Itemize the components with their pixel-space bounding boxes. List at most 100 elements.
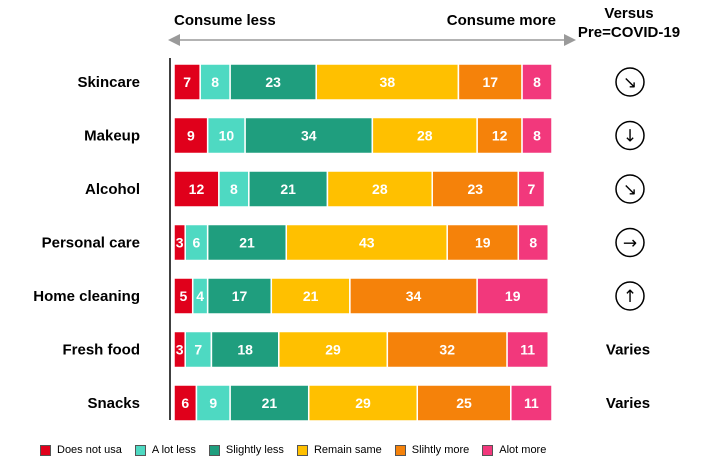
- arrow-right-icon: [615, 227, 645, 258]
- versus-text-snacks: Varies: [606, 395, 650, 412]
- bar-value-label: 8: [529, 235, 537, 251]
- legend-item: A lot less: [134, 444, 196, 456]
- legend: Does not usa A lot less Slightly less Remai…: [40, 442, 559, 458]
- category-label-personal-care: Personal care: [42, 235, 140, 252]
- bar-segment-home-cleaning-4: [349, 277, 478, 315]
- consume-more-arrowhead-icon: [564, 34, 576, 46]
- legend-item: Slihtly more: [394, 444, 470, 456]
- bar-value-label: 12: [189, 181, 205, 197]
- legend-swatch: [40, 444, 51, 456]
- category-label-alcohol: Alcohol: [85, 181, 140, 198]
- bar-segment-makeup-1: [206, 116, 246, 155]
- bar-value-label: 7: [528, 181, 536, 197]
- bar-segment-home-cleaning-2: [206, 277, 273, 315]
- category-label-fresh-food: Fresh food: [63, 342, 141, 359]
- bar-segment-fresh-food-3: [278, 330, 389, 369]
- arrow-down-icon: [615, 120, 645, 151]
- legend-label: Remain same: [313, 444, 382, 456]
- consume-more-label: Consume more: [446, 12, 556, 29]
- legend-swatch: [482, 444, 494, 456]
- bar-value-label: 21: [303, 288, 319, 304]
- bar-value-label: 43: [359, 235, 375, 251]
- bar-value-label: 21: [280, 181, 296, 197]
- bar-value-label: 29: [355, 395, 371, 411]
- bar-segment-skincare-4: [457, 63, 523, 101]
- versus-label-line2: Pre=COVID-19: [577, 24, 681, 41]
- bar-value-label: 28: [417, 128, 433, 144]
- legend-label: Slightly less: [225, 444, 284, 456]
- bar-value-label: 34: [301, 128, 317, 144]
- legend-swatch: [134, 444, 146, 456]
- bar-segment-snacks-3: [307, 384, 419, 422]
- legend-swatch: [208, 444, 220, 456]
- legend-item: Alot more: [482, 444, 546, 456]
- bar-value-label: 4: [196, 288, 204, 304]
- category-label-makeup: Makeup: [84, 128, 140, 145]
- bar-segment-snacks-2: [229, 384, 310, 422]
- legend-swatch: [394, 444, 406, 456]
- legend-item: Slightly less: [208, 444, 284, 456]
- bar-value-label: 10: [219, 128, 235, 144]
- bar-segment-home-cleaning-5: [476, 277, 550, 315]
- legend-item: Does not usa: [40, 444, 122, 456]
- bar-segment-makeup-5: [521, 116, 553, 155]
- bar-value-label: 23: [467, 181, 483, 197]
- bar-value-label: 11: [520, 342, 535, 358]
- bar-value-label: 19: [475, 235, 491, 251]
- legend-label: Does not usa: [57, 444, 122, 456]
- legend-label: Slihtly more: [411, 444, 470, 456]
- arrow-down-right-icon: [615, 67, 645, 97]
- legend-item: Remain same: [296, 444, 382, 456]
- bar-segment-alcohol-5: [517, 170, 546, 208]
- bar-value-label: 3: [176, 235, 184, 251]
- bar-value-label: 38: [380, 74, 396, 90]
- versus-label-line1: Versus: [604, 5, 654, 22]
- bar-value-label: 34: [406, 288, 422, 304]
- bar-value-label: 17: [232, 288, 248, 304]
- bar-segment-skincare-5: [521, 63, 553, 101]
- arrow-down-right-icon-glyph: ↘: [623, 73, 637, 93]
- bar-segment-makeup-4: [476, 116, 523, 155]
- bar-value-label: 17: [482, 74, 498, 90]
- bar-value-label: 18: [237, 342, 253, 358]
- bar-segment-fresh-food-1: [184, 330, 213, 369]
- bar-value-label: 6: [181, 395, 189, 411]
- consume-less-arrowhead-icon: [168, 34, 180, 46]
- bar-value-label: 7: [194, 342, 202, 358]
- category-label-snacks: Snacks: [87, 395, 140, 412]
- bar-segment-makeup-2: [244, 116, 374, 155]
- bar-value-label: 11: [524, 395, 539, 411]
- bar-value-label: 19: [505, 288, 521, 304]
- stacked-bar-chart: Skincare 7 8 23 38 17 8 ↘Makeup 9 10 34 28 12 8 ↓Alcoh…: [33, 34, 650, 422]
- bar-value-label: 6: [193, 235, 201, 251]
- arrow-up-icon-glyph: ↑: [623, 287, 637, 307]
- bar-value-label: 7: [183, 74, 191, 90]
- bar-segment-alcohol-2: [248, 170, 329, 208]
- bar-value-label: 8: [533, 128, 541, 144]
- bars-group: Skincare 7 8 23 38 17 8 ↘Makeup 9 10 34 28 12 8 ↓Alcoh…: [33, 63, 650, 422]
- bar-segment-fresh-food-4: [386, 330, 508, 369]
- bar-segment-skincare-2: [229, 63, 317, 101]
- bar-value-label: 5: [179, 288, 187, 304]
- bar-segment-personal-care-3: [285, 223, 448, 262]
- bar-value-label: 8: [211, 74, 219, 90]
- bar-segment-personal-care-2: [206, 223, 288, 262]
- bar-value-label: 25: [456, 395, 472, 411]
- bar-segment-fresh-food-5: [506, 330, 550, 369]
- arrow-down-right-icon: [615, 174, 645, 204]
- category-label-skincare: Skincare: [77, 74, 140, 91]
- bar-segment-skincare-0: [173, 63, 201, 101]
- arrow-down-right-icon-glyph: ↘: [623, 180, 637, 200]
- bar-segment-skincare-3: [315, 63, 460, 101]
- bar-segment-skincare-1: [199, 63, 231, 101]
- bar-value-label: 3: [176, 342, 184, 358]
- bar-segment-snacks-5: [510, 384, 553, 422]
- bar-value-label: 12: [492, 128, 508, 144]
- bar-segment-personal-care-5: [517, 223, 550, 262]
- legend-swatch: [296, 444, 308, 456]
- bar-segment-makeup-0: [173, 116, 209, 155]
- bar-value-label: 21: [262, 395, 278, 411]
- bar-value-label: 8: [230, 181, 238, 197]
- arrow-right-icon-glyph: →: [623, 234, 637, 254]
- arrow-down-icon-glyph: ↓: [623, 127, 637, 147]
